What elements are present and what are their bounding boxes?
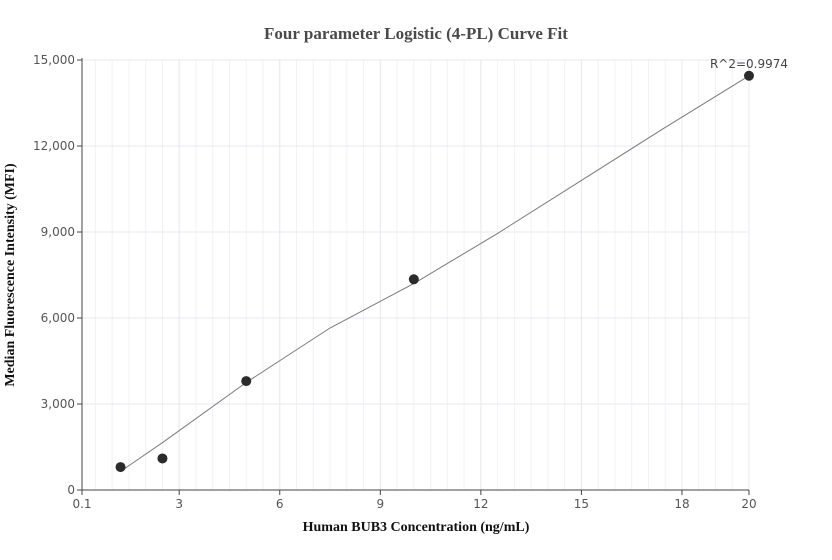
- x-tick-label: 3: [175, 497, 183, 511]
- x-tick-label: 15: [574, 497, 589, 511]
- x-tick-label: 0.1: [72, 497, 91, 511]
- x-ticks: 0.1 3 6 9 12 15 18 20: [72, 490, 757, 511]
- chart-title: Four parameter Logistic (4-PL) Curve Fit: [264, 24, 568, 43]
- data-point: [744, 70, 754, 81]
- data-point: [408, 274, 419, 285]
- x-tick-label: 9: [376, 497, 384, 511]
- data-points: [115, 70, 754, 473]
- x-tick-label: 6: [276, 497, 284, 511]
- axes: [81, 58, 749, 491]
- x-tick-label: 20: [741, 497, 756, 511]
- y-tick-label: 9,000: [41, 225, 75, 239]
- y-axis-label: Median Fluorescence Intensity (MFI): [3, 163, 18, 387]
- y-tick-label: 0: [67, 483, 75, 497]
- data-point: [241, 376, 252, 387]
- x-axis-label: Human BUB3 Concentration (ng/mL): [303, 520, 530, 535]
- y-tick-label: 15,000: [33, 53, 75, 67]
- data-point: [115, 462, 126, 473]
- y-tick-label: 3,000: [41, 397, 75, 411]
- x-tick-label: 12: [473, 497, 488, 511]
- y-tick-label: 12,000: [33, 139, 75, 153]
- data-point: [157, 453, 168, 464]
- y-ticks: 0 3,000 6,000 9,000 12,000 15,000: [33, 53, 82, 497]
- x-tick-label: 18: [674, 497, 689, 511]
- y-tick-label: 6,000: [41, 311, 75, 325]
- r-squared-annotation: R^2=0.9974: [710, 57, 788, 71]
- fit-curve: [120, 75, 750, 472]
- grid: [81, 59, 750, 491]
